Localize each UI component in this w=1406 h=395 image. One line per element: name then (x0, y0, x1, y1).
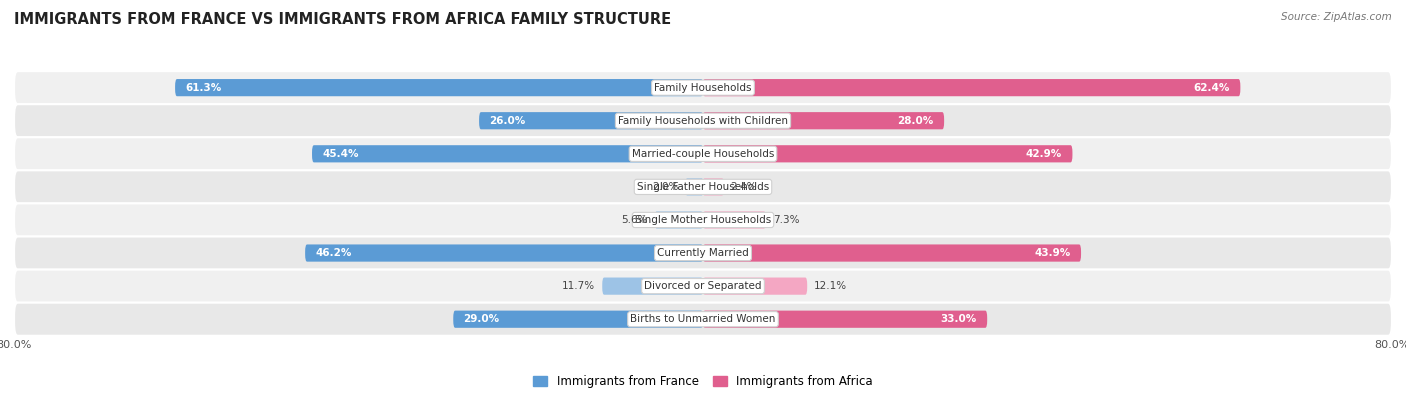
FancyBboxPatch shape (14, 303, 1392, 336)
FancyBboxPatch shape (14, 269, 1392, 303)
Text: Births to Unmarried Women: Births to Unmarried Women (630, 314, 776, 324)
Text: 12.1%: 12.1% (814, 281, 848, 291)
FancyBboxPatch shape (14, 170, 1392, 203)
Text: Family Households with Children: Family Households with Children (619, 116, 787, 126)
Text: Single Father Households: Single Father Households (637, 182, 769, 192)
Text: 62.4%: 62.4% (1194, 83, 1230, 93)
Legend: Immigrants from France, Immigrants from Africa: Immigrants from France, Immigrants from … (533, 375, 873, 388)
FancyBboxPatch shape (703, 178, 724, 196)
FancyBboxPatch shape (703, 310, 987, 328)
Text: 26.0%: 26.0% (489, 116, 526, 126)
Text: 46.2%: 46.2% (315, 248, 352, 258)
Text: Divorced or Separated: Divorced or Separated (644, 281, 762, 291)
Text: 11.7%: 11.7% (562, 281, 595, 291)
Text: Married-couple Households: Married-couple Households (631, 149, 775, 159)
FancyBboxPatch shape (14, 137, 1392, 170)
Text: 45.4%: 45.4% (322, 149, 359, 159)
Text: 28.0%: 28.0% (897, 116, 934, 126)
FancyBboxPatch shape (703, 278, 807, 295)
FancyBboxPatch shape (14, 71, 1392, 104)
FancyBboxPatch shape (176, 79, 703, 96)
FancyBboxPatch shape (703, 245, 1081, 261)
Text: 43.9%: 43.9% (1035, 248, 1071, 258)
Text: 61.3%: 61.3% (186, 83, 222, 93)
FancyBboxPatch shape (479, 112, 703, 129)
FancyBboxPatch shape (655, 211, 703, 229)
FancyBboxPatch shape (602, 278, 703, 295)
Text: 29.0%: 29.0% (464, 314, 499, 324)
Text: 42.9%: 42.9% (1026, 149, 1062, 159)
FancyBboxPatch shape (453, 310, 703, 328)
FancyBboxPatch shape (14, 203, 1392, 237)
Text: Currently Married: Currently Married (657, 248, 749, 258)
FancyBboxPatch shape (686, 178, 703, 196)
FancyBboxPatch shape (703, 211, 766, 229)
Text: 2.4%: 2.4% (731, 182, 756, 192)
FancyBboxPatch shape (305, 245, 703, 261)
Text: 5.6%: 5.6% (621, 215, 648, 225)
FancyBboxPatch shape (14, 237, 1392, 269)
FancyBboxPatch shape (14, 104, 1392, 137)
Text: 7.3%: 7.3% (773, 215, 799, 225)
FancyBboxPatch shape (703, 79, 1240, 96)
Text: IMMIGRANTS FROM FRANCE VS IMMIGRANTS FROM AFRICA FAMILY STRUCTURE: IMMIGRANTS FROM FRANCE VS IMMIGRANTS FRO… (14, 12, 671, 27)
FancyBboxPatch shape (312, 145, 703, 162)
Text: 33.0%: 33.0% (941, 314, 977, 324)
Text: Family Households: Family Households (654, 83, 752, 93)
FancyBboxPatch shape (703, 112, 945, 129)
Text: 2.0%: 2.0% (652, 182, 679, 192)
Text: Source: ZipAtlas.com: Source: ZipAtlas.com (1281, 12, 1392, 22)
Text: Single Mother Households: Single Mother Households (636, 215, 770, 225)
FancyBboxPatch shape (703, 145, 1073, 162)
